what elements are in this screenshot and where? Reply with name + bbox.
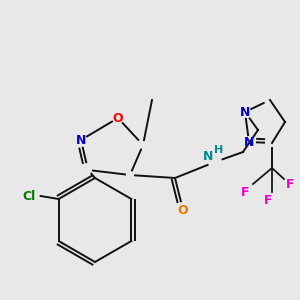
- Text: O: O: [178, 203, 188, 217]
- Text: N: N: [244, 136, 254, 148]
- Text: F: F: [286, 178, 294, 191]
- Text: N: N: [203, 151, 213, 164]
- Text: F: F: [264, 194, 272, 206]
- Text: O: O: [113, 112, 123, 124]
- Text: Cl: Cl: [22, 190, 35, 202]
- Text: N: N: [240, 106, 250, 118]
- Text: F: F: [241, 185, 249, 199]
- Text: N: N: [76, 134, 86, 146]
- Text: H: H: [214, 145, 224, 155]
